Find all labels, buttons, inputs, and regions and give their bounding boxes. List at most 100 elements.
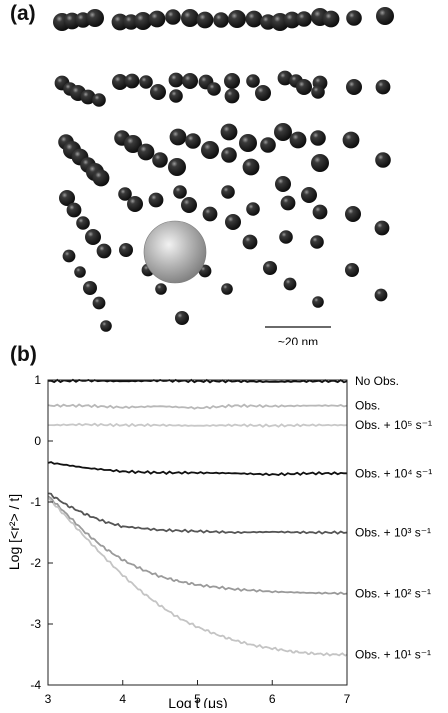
particle-sphere (213, 12, 229, 28)
particle-sphere (112, 74, 128, 90)
y-tick-label: -3 (30, 617, 41, 631)
x-tick-label: 6 (269, 692, 276, 706)
y-tick-label: 1 (34, 373, 41, 387)
series-line (47, 495, 348, 596)
particle-sphere (346, 10, 362, 26)
x-axis-label: Log t (μs) (168, 695, 227, 708)
series-label: Obs. (355, 399, 380, 413)
particle-sphere (201, 141, 219, 159)
particle-sphere (111, 13, 129, 31)
particle-sphere (127, 196, 143, 212)
x-tick-label: 3 (45, 692, 52, 706)
panel-b-label: (b) (10, 343, 37, 366)
particle-sphere (185, 133, 201, 149)
tick-layer: 3 4 5 6 7 1 0 -1 -2 -3 -4 (30, 373, 350, 706)
particle-sphere (139, 75, 153, 89)
y-tick-label: -2 (30, 556, 41, 570)
particle-sphere (255, 85, 271, 101)
particle-sphere (86, 9, 104, 27)
particle-sphere (207, 82, 221, 96)
particle-sphere (374, 288, 388, 302)
particle-sphere (296, 79, 312, 95)
particle-sphere (322, 10, 340, 28)
particle-sphere (169, 89, 183, 103)
particle-sphere (280, 195, 296, 211)
particle-lattice-figure: ~20 nm (53, 7, 394, 349)
particle-sphere (228, 10, 246, 28)
particle-sphere (118, 187, 132, 201)
y-axis-label: Log [<r²> / t] (6, 494, 22, 570)
x-tick-label: 4 (119, 692, 126, 706)
obstacle-outline (143, 220, 207, 284)
particle-sphere (224, 88, 240, 104)
particle-sphere (168, 158, 186, 176)
particle-sphere (246, 202, 260, 216)
particle-sphere (342, 131, 360, 149)
particle-sphere (202, 206, 218, 222)
particle-sphere (345, 206, 361, 222)
chart-svg: 3 4 5 6 7 1 0 -1 -2 -3 -4 No Obs. Obs. Obs. + 10⁵ s⁻… (6, 373, 432, 711)
particle-sphere (92, 93, 106, 107)
particle-sphere (221, 147, 237, 163)
particle-sphere (155, 283, 167, 295)
particle-sphere (124, 73, 140, 89)
particle-sphere (296, 11, 312, 27)
x-tick-label: 5 (194, 692, 201, 706)
particle-sphere (260, 137, 276, 153)
particle-sphere (100, 320, 112, 332)
particle-sphere (220, 123, 238, 141)
particle-sphere (277, 70, 293, 86)
particle-sphere (221, 185, 235, 199)
particle-sphere (311, 85, 325, 99)
obstacle-sphere (144, 221, 206, 283)
particle-sphere (150, 84, 166, 100)
particle-sphere (173, 185, 187, 199)
particle-sphere (148, 10, 166, 28)
panel-a-particle-render: (a) ~20 nm (0, 0, 448, 349)
particle-sphere (374, 220, 390, 236)
series-line (47, 403, 348, 410)
series-line (48, 492, 348, 535)
particle-sphere (311, 154, 329, 172)
panel-b-msd-chart: (b) 3 4 5 6 7 1 0 -1 -2 -3 -4 No Obs. Obs. Obs. + 10… (0, 343, 448, 711)
series-label: No Obs. (355, 374, 399, 388)
particle-sphere (274, 123, 292, 141)
series-layer (47, 378, 348, 657)
particle-sphere (263, 261, 277, 275)
series-line (48, 422, 348, 428)
particle-sphere (375, 152, 391, 168)
particle-sphere (283, 277, 297, 291)
particle-sphere (76, 216, 90, 230)
particle-sphere (242, 158, 260, 176)
particle-sphere (283, 11, 301, 29)
particle-sphere (92, 169, 110, 187)
particle-sphere (375, 79, 391, 95)
particle-sphere (96, 243, 112, 259)
particle-sphere (137, 143, 155, 161)
particle-sphere (289, 131, 307, 149)
particle-sphere (239, 134, 257, 152)
series-label: Obs. + 10⁵ s⁻¹ (355, 418, 432, 432)
series-label: Obs. + 10³ s⁻¹ (355, 526, 431, 540)
particle-sphere (134, 12, 152, 30)
particle-sphere (165, 9, 181, 25)
particle-group (53, 7, 394, 332)
particle-sphere (310, 130, 326, 146)
series-label: Obs. + 10⁴ s⁻¹ (355, 466, 432, 480)
particle-sphere (346, 79, 362, 95)
particle-sphere (119, 243, 133, 257)
particle-sphere (92, 296, 106, 310)
particle-sphere (74, 266, 86, 278)
series-labels: No Obs. Obs. Obs. + 10⁵ s⁻¹ Obs. + 10⁴ s⁻¹ O… (355, 374, 432, 661)
x-tick-label: 7 (344, 692, 351, 706)
particle-sphere (224, 73, 240, 89)
series-label: Obs. + 10² s⁻¹ (355, 587, 431, 601)
particle-sphere (168, 72, 184, 88)
particle-sphere (59, 190, 75, 206)
series-label: Obs. + 10¹ s⁻¹ (355, 648, 431, 662)
particle-sphere (181, 197, 197, 213)
particle-sphere (301, 187, 317, 203)
particle-sphere (376, 7, 394, 25)
particle-sphere (169, 128, 187, 146)
particle-sphere (279, 230, 293, 244)
